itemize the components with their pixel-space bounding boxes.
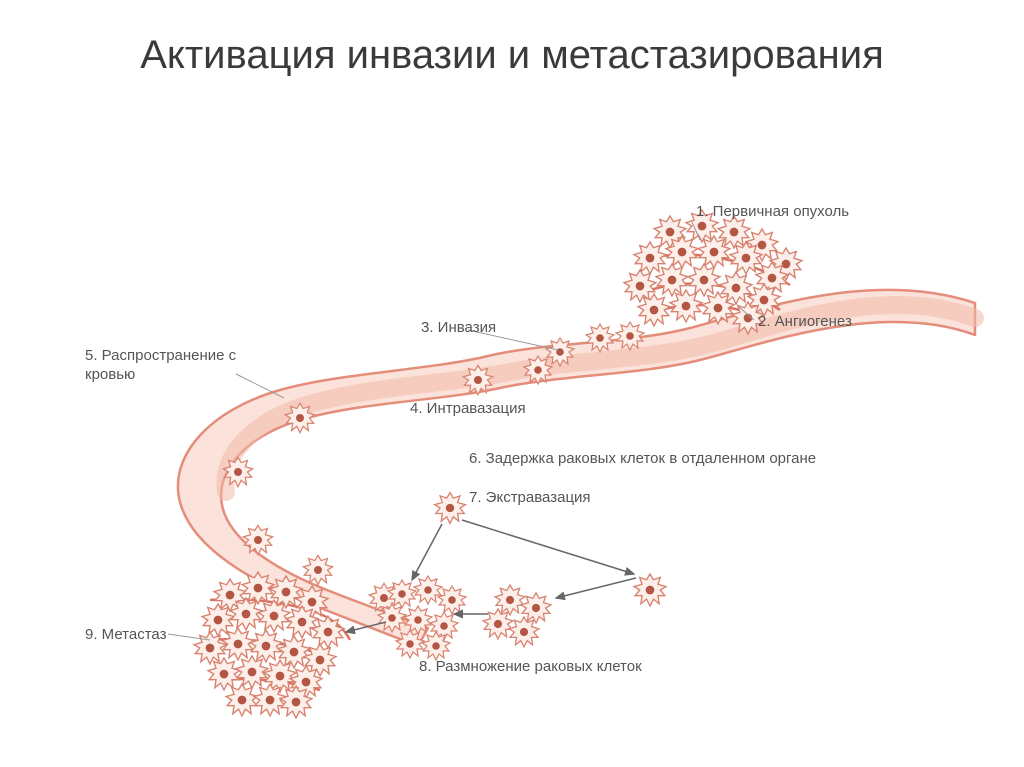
extravasation-cell — [435, 493, 466, 524]
label-extravasation: 7. Экстравазация — [469, 489, 591, 508]
metastasis-cells — [194, 572, 344, 718]
label-proliferation: 8. Размножение раковых клеток — [419, 658, 642, 677]
label-metastasis: 9. Метастаз — [85, 626, 166, 645]
slide-root: Активация инвазии и метастазирования 1. … — [0, 0, 1024, 767]
label-arrest: 6. Задержка раковых клеток в отдаленном … — [469, 450, 816, 469]
label-angiogenesis: 2. Ангиогенез — [758, 313, 852, 332]
proliferation-groups — [378, 574, 666, 660]
label-intravasation: 4. Интравазация — [410, 400, 526, 419]
label-circulation: 5. Распространение с кровью — [85, 347, 236, 385]
label-primary-tumor: 1. Первичная опухоль — [696, 203, 849, 222]
label-invasion: 3. Инвазия — [421, 319, 496, 338]
